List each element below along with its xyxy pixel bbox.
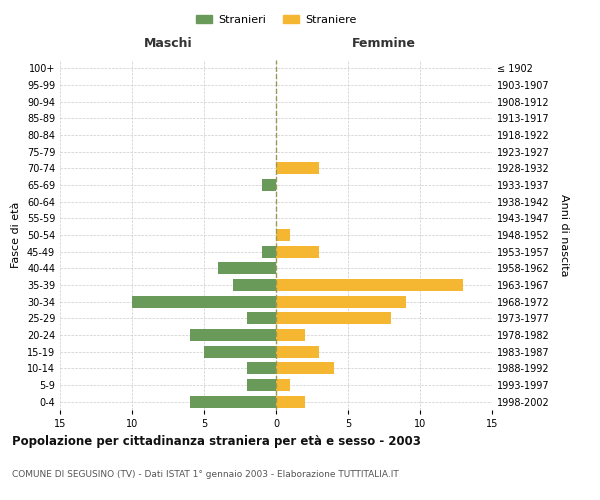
Bar [190, 396, 276, 407]
Y-axis label: Fasce di età: Fasce di età [11, 202, 21, 268]
Legend: Stranieri, Straniere: Stranieri, Straniere [191, 10, 361, 29]
Bar [276, 396, 305, 407]
Bar [247, 379, 276, 391]
Bar [276, 329, 305, 341]
Bar [218, 262, 276, 274]
Bar [276, 312, 391, 324]
Bar [233, 279, 276, 291]
Text: Maschi: Maschi [143, 37, 193, 50]
Text: COMUNE DI SEGUSINO (TV) - Dati ISTAT 1° gennaio 2003 - Elaborazione TUTTITALIA.I: COMUNE DI SEGUSINO (TV) - Dati ISTAT 1° … [12, 470, 399, 479]
Text: Femmine: Femmine [352, 37, 416, 50]
Bar [247, 362, 276, 374]
Text: Popolazione per cittadinanza straniera per età e sesso - 2003: Popolazione per cittadinanza straniera p… [12, 435, 421, 448]
Bar [276, 362, 334, 374]
Bar [262, 179, 276, 191]
Bar [247, 312, 276, 324]
Bar [276, 229, 290, 241]
Bar [276, 246, 319, 258]
Bar [262, 246, 276, 258]
Bar [276, 296, 406, 308]
Bar [276, 346, 319, 358]
Y-axis label: Anni di nascita: Anni di nascita [559, 194, 569, 276]
Bar [132, 296, 276, 308]
Bar [204, 346, 276, 358]
Bar [276, 162, 319, 174]
Bar [276, 279, 463, 291]
Bar [190, 329, 276, 341]
Bar [276, 379, 290, 391]
